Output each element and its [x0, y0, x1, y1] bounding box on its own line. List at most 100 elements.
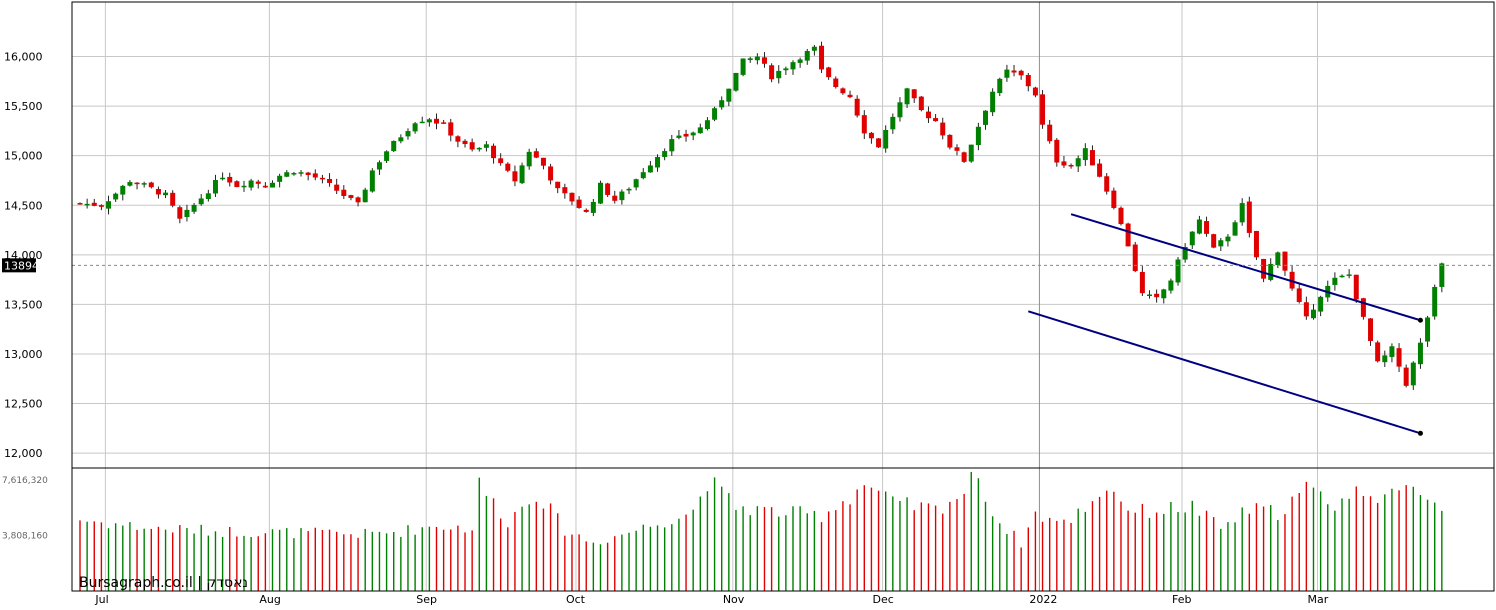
candle-body	[426, 119, 432, 123]
candle-body	[234, 181, 240, 188]
candle-body	[1139, 271, 1145, 294]
candle-body	[1225, 236, 1231, 242]
plot-border	[71, 1, 1495, 592]
candle-body	[512, 171, 518, 182]
candle-body	[1054, 139, 1060, 163]
candle-body	[91, 202, 97, 206]
candle-body	[526, 151, 532, 167]
candle-body	[341, 189, 347, 196]
candle-body	[255, 181, 261, 184]
candle-body	[1261, 258, 1267, 279]
candle-body	[997, 78, 1003, 94]
candle-body	[1425, 317, 1431, 342]
candle-body	[1289, 271, 1295, 289]
candle-body	[198, 198, 204, 205]
candle-body	[305, 172, 311, 176]
candle-body	[719, 100, 725, 108]
trendline-lower	[1027, 310, 1421, 435]
candle-body	[612, 195, 618, 201]
candle-body	[1011, 70, 1017, 73]
candle-body	[583, 209, 589, 212]
candle-body	[933, 118, 939, 122]
candle-body	[676, 135, 682, 138]
y-tick-label: 13,500	[4, 298, 43, 311]
candle-body	[163, 192, 169, 196]
candle-body	[683, 133, 689, 137]
candle-body	[519, 165, 525, 184]
candle-body	[498, 158, 504, 164]
candle-body	[840, 88, 846, 94]
candle-body	[1204, 221, 1210, 234]
candle-body	[106, 201, 112, 209]
candle-body	[376, 162, 382, 170]
candle-body	[1375, 342, 1381, 362]
candle-body	[940, 122, 946, 136]
candle-body	[918, 96, 924, 111]
candle-body	[1360, 298, 1366, 317]
x-tick-label: Feb	[1172, 593, 1191, 606]
candle-body	[1253, 230, 1259, 258]
candle-body	[640, 172, 646, 179]
candle-body	[462, 140, 468, 145]
candle-body	[184, 209, 190, 217]
candle-body	[334, 184, 340, 191]
candle-body	[1189, 231, 1195, 246]
axis-labels: 16,00015,50015,00014,50014,00013,50013,0…	[2, 51, 1329, 606]
candle-body	[633, 179, 639, 188]
candle-body	[1410, 362, 1416, 386]
candle-body	[1147, 294, 1152, 296]
candle-body	[819, 45, 825, 70]
candle-body	[1318, 296, 1324, 312]
candle-body	[505, 163, 511, 171]
candle-body	[1432, 286, 1438, 317]
candle-body	[348, 195, 354, 199]
candle-body	[897, 102, 903, 118]
candle-body	[697, 127, 703, 134]
candle-body	[476, 147, 482, 150]
candle-body	[961, 152, 967, 162]
candle-body	[1439, 263, 1445, 287]
candle-body	[1353, 274, 1359, 300]
candle-body	[1417, 342, 1423, 365]
candle-body	[298, 172, 304, 174]
candle-body	[690, 132, 696, 136]
candle-body	[761, 57, 767, 64]
candle-body	[212, 180, 218, 194]
candle-body	[1168, 280, 1174, 291]
volume-bars	[79, 471, 1443, 591]
candle-body	[540, 157, 546, 166]
candle-body	[1025, 74, 1031, 87]
candle-body	[77, 203, 83, 205]
candle-body	[369, 170, 375, 192]
candle-body	[847, 94, 853, 98]
candle-body	[262, 185, 268, 188]
y-tick-label: 14,500	[4, 199, 43, 212]
candle-body	[205, 193, 211, 200]
candle-body	[1075, 158, 1081, 167]
candle-body	[1111, 190, 1117, 208]
candle-body	[983, 110, 989, 125]
candle-body	[1018, 70, 1024, 76]
trendline-endpoint	[1417, 317, 1423, 323]
current-price-box	[2, 258, 36, 273]
candle-body	[647, 165, 653, 173]
trendlines	[72, 213, 1494, 436]
candle-body	[191, 204, 197, 212]
candle-body	[1175, 259, 1181, 283]
candle-body	[826, 67, 832, 78]
candle-body	[876, 138, 882, 148]
candle-body	[712, 108, 718, 120]
candle-body	[127, 182, 133, 186]
candle-body	[1004, 69, 1010, 78]
candle-body	[241, 185, 247, 188]
candle-body	[1097, 163, 1103, 177]
candle-body	[1246, 201, 1252, 233]
candle-body	[890, 116, 896, 130]
candle-body	[1332, 277, 1338, 285]
price-candles	[77, 41, 1445, 390]
candle-body	[412, 123, 418, 132]
candle-body	[319, 177, 325, 180]
y-tick-label: 16,000	[4, 51, 43, 64]
candle-body	[569, 192, 575, 202]
